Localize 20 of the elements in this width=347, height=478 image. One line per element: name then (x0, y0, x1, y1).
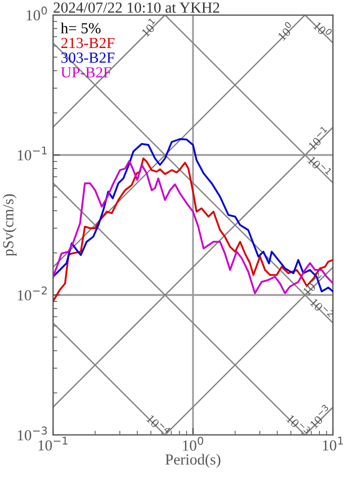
x-tick-label: 10$^{0}$ (182, 436, 204, 451)
annotation: 10$^{0}$ (275, 21, 296, 41)
annotation: 10$^{−1}$ (307, 154, 332, 178)
annotation: 10$^{−4}$ (146, 412, 172, 438)
text: UP-B2F (60, 67, 112, 78)
text: 303-B2F (61, 52, 114, 63)
y-tick-label: 10$^{−2}$ (18, 286, 47, 300)
annotation: 10$^{1}$ (139, 18, 159, 38)
legend-title: h= 5% (60, 22, 101, 34)
annotation: 10$^{0}$ (312, 19, 333, 40)
text: 213-B2F (61, 38, 114, 48)
annotation: 10$^{−1}$ (306, 126, 331, 151)
y-axis-title: pSv(cm/s) (2, 194, 17, 256)
x-axis-title: Period(s) (165, 454, 220, 468)
annotation: 10$^{−3}$ (286, 412, 311, 438)
chart-title: 2024/07/22 10:10 at YKH2 (54, 2, 220, 13)
y-tick-label: 10$^{−1}$ (18, 146, 47, 160)
x-tick-label: 10$^{1}$ (322, 436, 343, 451)
annotation: 10$^{−2}$ (300, 271, 326, 296)
y-tick-label: 10$^{0}$ (26, 6, 47, 20)
